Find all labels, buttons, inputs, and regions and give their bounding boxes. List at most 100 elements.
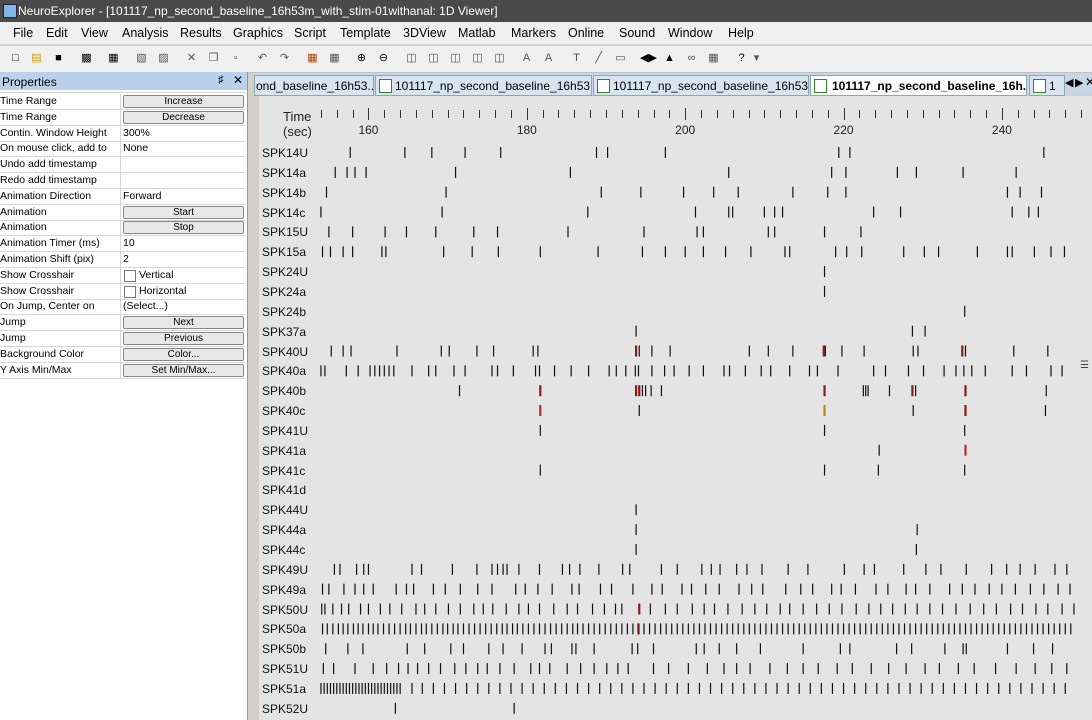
channel-label[interactable]: SPK50a xyxy=(262,622,307,637)
channel-label[interactable]: SPK40b xyxy=(262,384,307,399)
toolbar-overflow-icon[interactable]: ▾ xyxy=(753,52,760,64)
fit-vertical-icon[interactable]: ▲ xyxy=(664,52,675,64)
align-left-icon[interactable]: ◫ xyxy=(406,52,417,64)
channel-label[interactable]: SPK15a xyxy=(262,245,307,260)
text-tool-icon[interactable]: T xyxy=(573,52,580,64)
redo-icon[interactable]: ↷ xyxy=(279,52,290,64)
channel-label[interactable]: SPK44c xyxy=(262,543,306,557)
pin-icon[interactable]: ♯ xyxy=(218,74,224,86)
channel-label[interactable]: SPK41U xyxy=(262,423,309,438)
rectangle-tool-icon[interactable]: ▭ xyxy=(615,52,626,64)
menu-edit[interactable]: Edit xyxy=(46,26,68,40)
channel-label[interactable]: SPK41d xyxy=(262,483,307,498)
property-button[interactable]: Color... xyxy=(123,347,244,361)
distribute-icon[interactable]: ◫ xyxy=(472,52,483,64)
property-button[interactable]: Start xyxy=(123,205,244,219)
menu-matlab[interactable]: Matlab xyxy=(458,26,496,40)
property-text-value[interactable]: None xyxy=(123,142,149,155)
menu-sound[interactable]: Sound xyxy=(619,26,656,40)
layout-icon[interactable]: ▦ xyxy=(708,52,719,64)
properties-icon[interactable]: ▦ xyxy=(108,52,119,64)
zoom-in-icon[interactable]: ⊕ xyxy=(356,52,367,64)
channel-label[interactable]: SPK51a xyxy=(262,681,307,696)
channel-label[interactable]: SPK24U xyxy=(262,265,309,280)
zoom-out-icon[interactable]: ⊖ xyxy=(378,52,389,64)
tab-scroll-left-icon[interactable]: ◀ xyxy=(1065,77,1074,89)
export-icon[interactable]: ▦ xyxy=(307,52,318,64)
channel-label[interactable]: SPK14a xyxy=(262,165,307,180)
channel-label[interactable]: SPK14c xyxy=(262,205,306,220)
channel-label[interactable]: SPK51U xyxy=(262,662,309,677)
menu-help[interactable]: Help xyxy=(728,26,754,40)
tab-doc-5[interactable]: 1 xyxy=(1029,75,1065,96)
property-button[interactable]: Decrease xyxy=(123,110,244,124)
property-checkbox[interactable] xyxy=(124,269,136,282)
tab-doc-2[interactable]: 101117_np_second_baseline_16h53... xyxy=(375,75,592,96)
resize-icon[interactable]: ◫ xyxy=(494,52,505,64)
menu-markers[interactable]: Markers xyxy=(511,26,557,40)
help-icon[interactable]: ? xyxy=(738,52,745,64)
channel-label[interactable]: SPK24a xyxy=(262,284,307,299)
channel-label[interactable]: SPK24b xyxy=(262,304,307,319)
tab-doc-3[interactable]: 101117_np_second_baseline_16h53... xyxy=(593,75,809,96)
link-icon[interactable]: ∞ xyxy=(687,52,696,64)
menu-template[interactable]: Template xyxy=(340,26,391,40)
save-icon[interactable]: ■ xyxy=(55,52,62,64)
undo-icon[interactable]: ↶ xyxy=(257,52,268,64)
scroll-indicator-icon[interactable]: ☰ xyxy=(1080,360,1089,371)
channel-label[interactable]: SPK44a xyxy=(262,523,307,538)
align-center-icon[interactable]: ◫ xyxy=(428,52,439,64)
text-resize-icon[interactable]: A xyxy=(544,52,553,64)
channel-label[interactable]: SPK14b xyxy=(262,185,307,200)
paste-icon[interactable]: ▫ xyxy=(233,52,238,64)
tab-close-icon[interactable]: ✕ xyxy=(1085,75,1092,89)
property-text-value[interactable]: 2 xyxy=(123,253,129,265)
channel-label[interactable]: SPK40c xyxy=(262,404,306,419)
channel-label[interactable]: SPK50U xyxy=(262,602,309,617)
channel-label[interactable]: SPK15U xyxy=(262,225,309,240)
align-grid-icon[interactable]: ◫ xyxy=(450,52,461,64)
menu-file[interactable]: File xyxy=(13,26,34,40)
property-text-value[interactable]: Forward xyxy=(123,189,162,202)
tab-doc-1[interactable]: ond_baseline_16h53... xyxy=(254,75,374,96)
channel-label[interactable]: SPK50b xyxy=(262,642,307,657)
property-text-value[interactable]: 10 xyxy=(123,237,135,250)
fit-horizontal-icon[interactable]: ◀▶ xyxy=(640,52,657,64)
copy-icon[interactable]: ❐ xyxy=(208,52,219,64)
print-icon[interactable]: ▩ xyxy=(81,52,92,64)
channel-label[interactable]: SPK14U xyxy=(262,146,309,160)
menu-view[interactable]: View xyxy=(81,26,108,40)
channel-label[interactable]: SPK41c xyxy=(262,463,306,478)
cut-icon[interactable]: ✕ xyxy=(186,52,197,64)
channel-label[interactable]: SPK52U xyxy=(262,701,309,716)
text-size-icon[interactable]: A xyxy=(522,52,531,64)
open-folder-icon[interactable]: ▤ xyxy=(31,52,42,64)
chart-icon[interactable]: ▦ xyxy=(329,52,340,64)
raster-viewer[interactable]: Time (sec) 160 180 200 220 240 SPK14U SPK14a S… xyxy=(254,96,1092,720)
menu-graphics[interactable]: Graphics xyxy=(233,26,284,40)
channel-label[interactable]: SPK49a xyxy=(262,582,307,597)
tab-scroll-right-icon[interactable]: ▶ xyxy=(1075,77,1084,89)
new-file-icon[interactable]: □ xyxy=(12,52,19,64)
page-icon[interactable]: ▧ xyxy=(136,52,147,64)
menu-script[interactable]: Script xyxy=(294,26,326,40)
menu-online[interactable]: Online xyxy=(568,26,605,40)
property-text-value[interactable]: 300% xyxy=(123,126,150,139)
tab-doc-4[interactable]: 101117_np_second_baseline_16h... xyxy=(810,75,1027,96)
channel-label[interactable]: SPK44U xyxy=(262,503,309,518)
property-button[interactable]: Stop xyxy=(123,221,244,235)
image-icon[interactable]: ▨ xyxy=(158,52,169,64)
channel-label[interactable]: SPK37a xyxy=(262,324,307,339)
property-button[interactable]: Next xyxy=(123,316,244,330)
close-icon[interactable]: ✕ xyxy=(233,73,244,87)
property-text-value[interactable]: (Select...) xyxy=(123,300,168,313)
property-checkbox[interactable] xyxy=(124,285,136,298)
property-button[interactable]: Increase xyxy=(123,95,244,108)
channel-label[interactable]: SPK40U xyxy=(262,344,309,359)
menu-results[interactable]: Results xyxy=(180,26,222,40)
menu-window[interactable]: Window xyxy=(668,26,713,40)
property-button[interactable]: Set Min/Max... xyxy=(123,363,244,377)
menu-analysis[interactable]: Analysis xyxy=(122,26,169,40)
channel-label[interactable]: SPK40a xyxy=(262,364,307,379)
channel-label[interactable]: SPK41a xyxy=(262,443,307,458)
